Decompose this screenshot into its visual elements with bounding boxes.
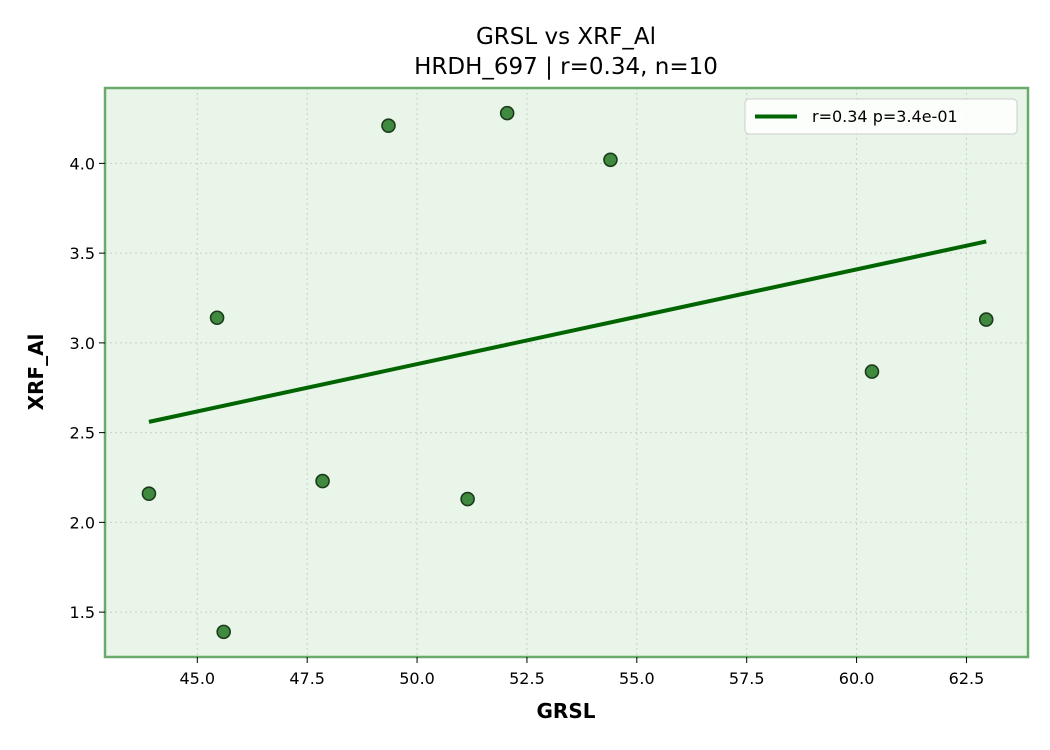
data-point [603,152,618,168]
data-point [460,491,475,507]
y-tick-label: 3.0 [70,334,95,353]
chart-title: GRSL vs XRF_Al [476,24,656,50]
data-point [864,364,880,379]
x-tick-label: 60.0 [839,669,875,688]
x-tick-label: 52.5 [509,669,545,688]
x-tick-label: 57.5 [729,669,765,688]
regression-line [148,239,987,424]
data-point [381,118,396,133]
data-point [978,312,994,327]
x-tick-label: 47.5 [289,669,325,688]
data-point [141,486,157,501]
plot-area [105,88,1028,657]
plot-frame [103,86,1030,659]
data-point [209,310,225,326]
x-tick-label: 62.5 [949,669,985,688]
chart-subtitle: HRDH_697 | r=0.34, n=10 [414,54,718,80]
legend-label: r=0.34 p=3.4e-01 [812,107,958,126]
y-axis-label: XRF_Al [24,334,48,411]
grid-lines [105,88,1028,657]
x-axis-label: GRSL [537,699,596,723]
x-tick-label: 55.0 [619,669,655,688]
y-tick-label: 2.5 [70,424,95,443]
x-tick-label: 45.0 [179,669,215,688]
legend: r=0.34 p=3.4e-01 [744,98,1018,135]
y-tick-label: 2.0 [70,513,95,532]
data-point [315,473,330,489]
legend-box [744,98,1018,135]
y-tick-label: 3.5 [70,244,95,263]
y-axis-ticks: 1.5 2.0 2.5 3.0 3.5 4.0 [70,154,105,622]
x-tick-label: 50.0 [399,669,435,688]
data-point [499,105,515,121]
data-point [216,624,231,640]
data-points [141,105,994,640]
y-tick-label: 1.5 [70,603,95,622]
x-axis-ticks: 45.0 47.5 50.0 52.5 55.0 57.5 60.0 62.5 [179,657,984,688]
y-tick-label: 4.0 [70,154,95,173]
fit-line-group [148,239,987,424]
